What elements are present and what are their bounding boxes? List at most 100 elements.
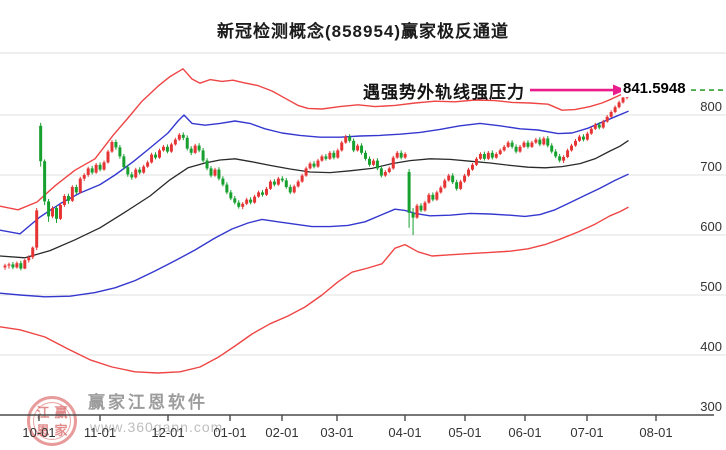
- candle-body: [383, 172, 387, 176]
- candle-body: [7, 264, 11, 266]
- x-axis-tick-label: 10-01: [22, 425, 55, 440]
- watermark-brand-text: 赢家江恩软件: [88, 393, 208, 412]
- candle-body: [261, 192, 265, 195]
- candle-body: [106, 151, 110, 163]
- candle-body: [447, 175, 451, 181]
- candle-body: [138, 169, 142, 173]
- seal-char: 恩: [36, 422, 50, 438]
- candle-body: [356, 145, 360, 151]
- candle-body: [554, 151, 558, 157]
- candle-body: [455, 182, 459, 189]
- resistance-price-value: 841.5948: [621, 80, 688, 97]
- candle-body: [617, 102, 621, 108]
- candle-body: [336, 150, 340, 158]
- candle-body: [502, 146, 506, 151]
- candle-body: [253, 196, 257, 203]
- candle-body: [209, 168, 213, 176]
- candle-body: [411, 212, 415, 218]
- candle-body: [566, 150, 570, 157]
- candle-body: [423, 202, 427, 211]
- candle-body: [146, 162, 150, 167]
- candle-body: [193, 145, 197, 153]
- candle-body: [463, 175, 467, 182]
- candle-body: [35, 210, 39, 248]
- candle-body: [102, 162, 106, 170]
- candle-body: [11, 264, 15, 268]
- candle-body: [589, 128, 593, 134]
- candle-body: [514, 146, 518, 152]
- candle-body: [185, 137, 189, 149]
- candle-body: [284, 180, 288, 187]
- candle-body: [308, 163, 312, 169]
- seal-char: 家: [54, 422, 68, 438]
- candle-body: [237, 202, 241, 207]
- candle-body: [443, 180, 447, 188]
- candle-body: [316, 160, 320, 167]
- candle-body: [3, 265, 7, 268]
- candle-body: [264, 188, 268, 195]
- candle-body: [229, 192, 233, 199]
- candle-body: [62, 196, 66, 205]
- candle-body: [51, 208, 55, 217]
- candle-body: [593, 124, 597, 129]
- candle-body: [609, 112, 613, 117]
- candle-body: [58, 205, 62, 219]
- x-axis-tick-label: 02-01: [265, 425, 298, 440]
- candle-body: [407, 172, 411, 213]
- candle-body: [364, 152, 368, 159]
- candle-body: [249, 199, 253, 203]
- candle-body: [181, 134, 185, 138]
- candle-body: [27, 257, 31, 261]
- candle-body: [375, 160, 379, 169]
- candle-body: [371, 160, 375, 165]
- candle-body: [340, 142, 344, 151]
- candle-body: [31, 247, 35, 258]
- chart-title: 新冠检测概念(858954)赢家极反通道: [216, 22, 510, 41]
- candle-body: [276, 178, 280, 185]
- candle-body: [320, 156, 324, 161]
- candle-body: [451, 175, 455, 183]
- candle-body: [467, 169, 471, 176]
- candle-body: [154, 154, 158, 158]
- candle-body: [177, 134, 181, 140]
- x-axis-tick-label: 01-01: [213, 425, 246, 440]
- candle-body: [506, 142, 510, 147]
- candle-body: [158, 150, 162, 158]
- candle-body: [312, 163, 316, 167]
- candle-body: [522, 142, 526, 147]
- candle-body: [344, 136, 348, 143]
- candle-body: [272, 181, 276, 185]
- candle-body: [613, 107, 617, 112]
- candle-body: [47, 201, 51, 217]
- candle-body: [348, 136, 352, 141]
- candle-body: [241, 203, 245, 207]
- candle-body: [427, 194, 431, 203]
- candle-body: [431, 194, 435, 200]
- candle-body: [122, 156, 126, 168]
- candle-body: [379, 168, 383, 176]
- candle-body: [562, 157, 566, 161]
- candle-body: [225, 184, 229, 193]
- candle-body: [66, 196, 70, 201]
- candle-body: [74, 187, 78, 193]
- x-axis-tick-label: 08-01: [639, 425, 672, 440]
- candle-body: [205, 160, 209, 169]
- candle-body: [601, 121, 605, 128]
- x-axis-tick-label: 11-01: [84, 425, 116, 440]
- candle-body: [470, 164, 474, 170]
- candle-body: [201, 150, 205, 161]
- candle-body: [332, 152, 336, 158]
- candle-body: [534, 139, 538, 143]
- candle-body: [118, 147, 122, 157]
- candle-body: [360, 145, 364, 153]
- candle-body: [352, 140, 356, 151]
- candle-body: [292, 186, 296, 193]
- candle-body: [399, 152, 403, 158]
- candle-body: [165, 146, 169, 152]
- channel-line-lower-inner-blue: [0, 173, 629, 298]
- channel-line-upper-outer-red: [0, 68, 629, 211]
- candle-body: [474, 158, 478, 165]
- candle-body: [150, 154, 154, 163]
- resistance-annotation-label: 遇强势外轨线强压力: [363, 83, 525, 102]
